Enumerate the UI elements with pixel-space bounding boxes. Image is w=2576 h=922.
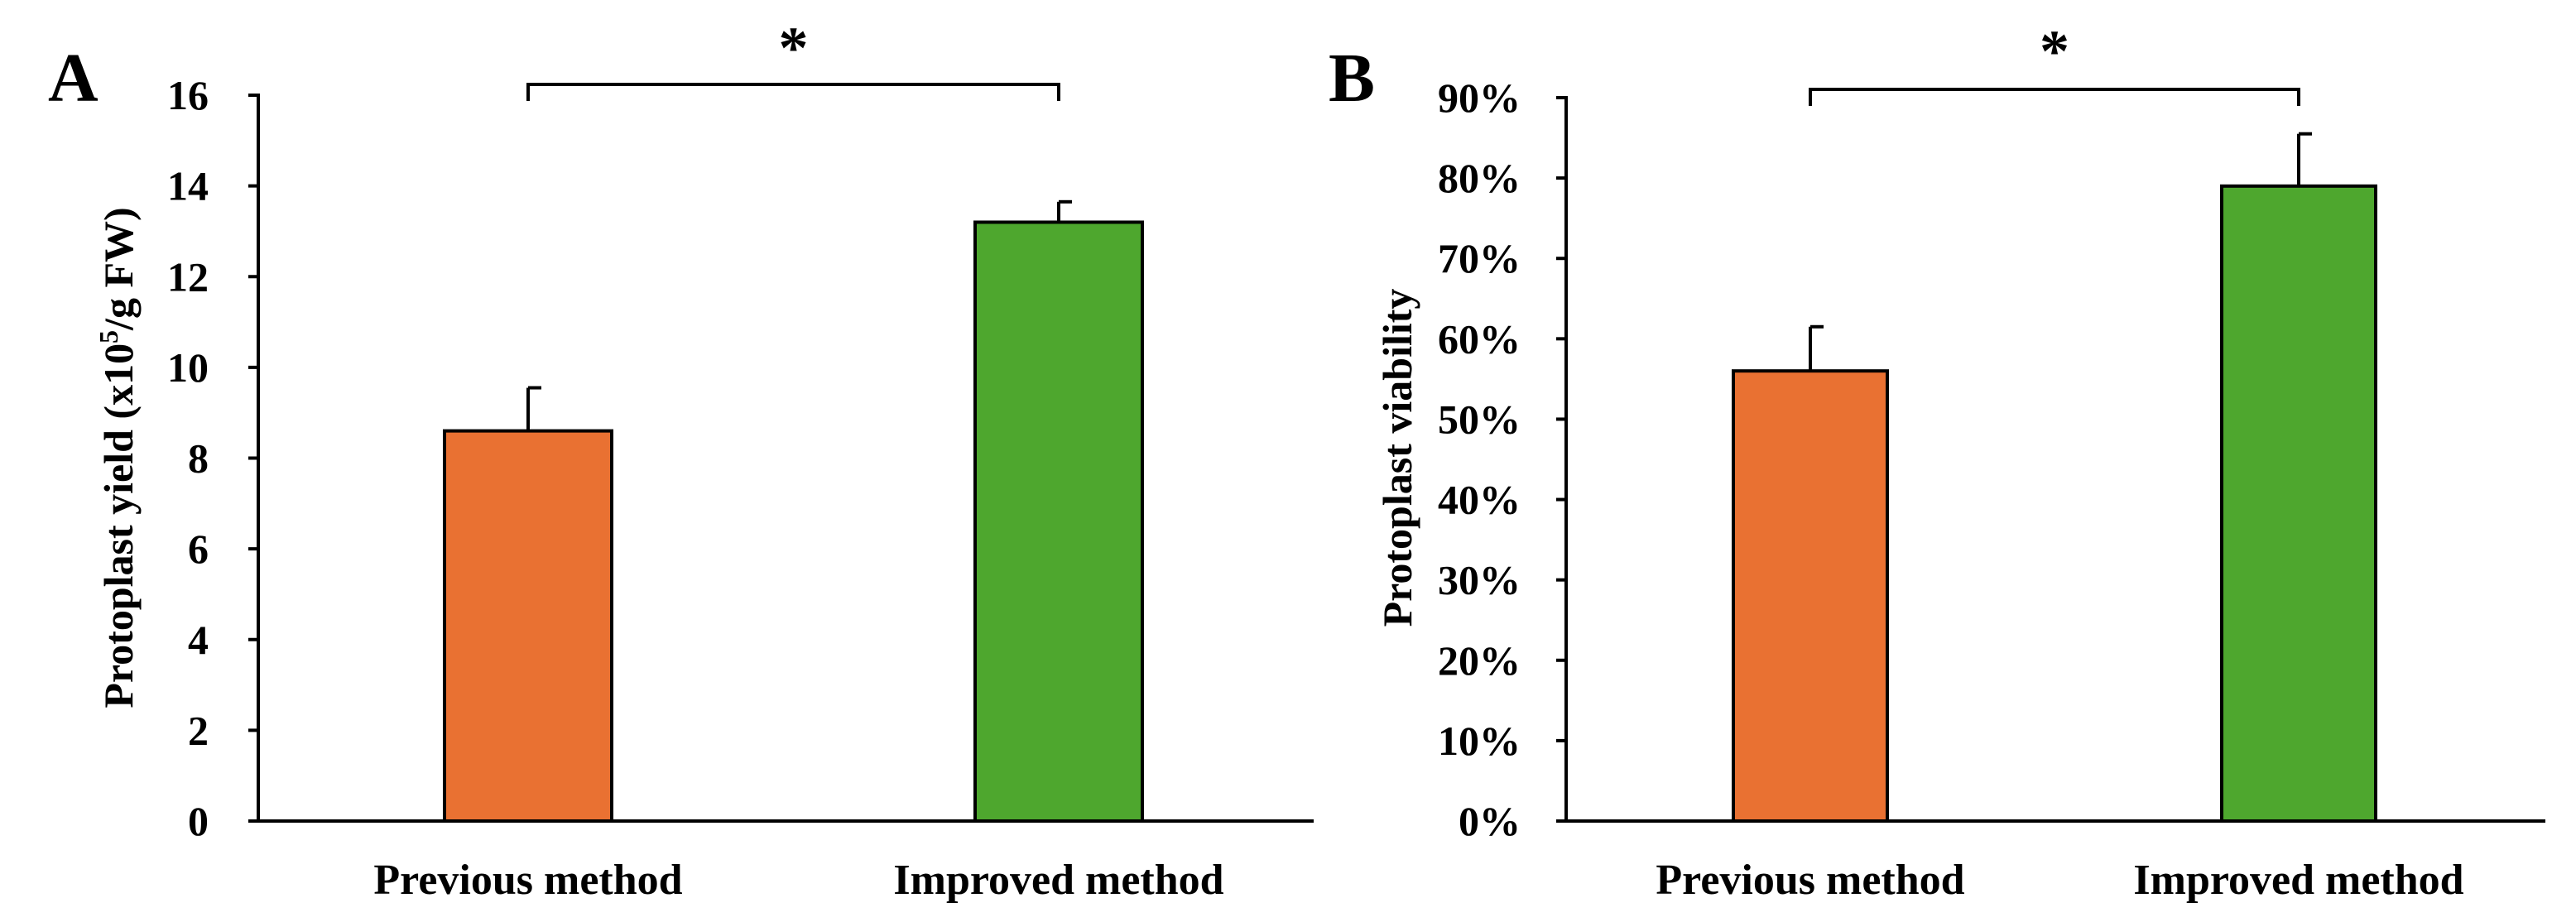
bar bbox=[443, 429, 613, 823]
y-axis-title-superscript: 5 bbox=[94, 330, 123, 343]
axes bbox=[1556, 96, 2545, 823]
y-tick-label: 50% bbox=[1438, 396, 1521, 442]
panel-letter-a: A bbox=[48, 40, 99, 117]
y-tick-label: 4 bbox=[188, 617, 209, 663]
y-axis-title: Protoplast yield (x105/g FW) bbox=[94, 207, 142, 708]
significance-bracket: * bbox=[1809, 18, 2300, 106]
x-axis-labels: Previous method Improved method bbox=[1656, 857, 2463, 904]
y-tick-label: 10% bbox=[1438, 718, 1521, 764]
bar bbox=[973, 220, 1144, 824]
y-tick-label: 20% bbox=[1438, 637, 1521, 684]
y-axis-ticks: 0 2 4 6 8 10 12 14 16 bbox=[167, 72, 258, 844]
y-tick-label: 0 bbox=[188, 798, 209, 844]
y-tick-label: 70% bbox=[1438, 235, 1521, 281]
y-tick-label: 60% bbox=[1438, 315, 1521, 362]
y-tick-label: 0% bbox=[1459, 798, 1521, 844]
x-category-label: Improved method bbox=[893, 857, 1223, 904]
panel-a: A Protoplast yield (x105/g FW) 0 2 4 6 8 10 12… bbox=[48, 15, 1314, 904]
y-tick-label: 2 bbox=[188, 707, 209, 753]
y-tick-label: 8 bbox=[188, 435, 209, 482]
x-axis-labels: Previous method Improved method bbox=[373, 857, 1223, 904]
y-tick-label: 16 bbox=[167, 72, 209, 118]
x-category-label: Improved method bbox=[2133, 857, 2463, 904]
y-tick-label: 90% bbox=[1438, 74, 1521, 121]
significance-line bbox=[526, 83, 1060, 101]
y-tick-label: 14 bbox=[167, 163, 209, 209]
bar bbox=[1732, 369, 1889, 823]
y-tick-label: 40% bbox=[1438, 477, 1521, 523]
x-category-label: Previous method bbox=[1656, 857, 1964, 904]
x-category-label: Previous method bbox=[373, 857, 682, 904]
y-axis-title-text: Protoplast viability bbox=[1374, 289, 1420, 627]
bar bbox=[2220, 184, 2377, 824]
y-axis-title-text: Protoplast yield (x105/g FW) bbox=[94, 207, 142, 708]
y-axis-title-part: /g FW) bbox=[95, 207, 142, 331]
panel-letter-b: B bbox=[1329, 40, 1375, 117]
y-tick-label: 12 bbox=[167, 253, 209, 300]
significance-star: * bbox=[779, 15, 809, 81]
y-axis-title-part: Protoplast yield (x10 bbox=[95, 343, 142, 708]
significance-line bbox=[1809, 88, 2300, 106]
axes bbox=[248, 94, 1314, 823]
y-tick-label: 6 bbox=[188, 526, 209, 572]
y-tick-label: 10 bbox=[167, 344, 209, 391]
bars bbox=[1732, 132, 2377, 824]
significance-star: * bbox=[2040, 18, 2069, 84]
panel-b: B Protoplast viability 0% 10% 20% 30% 40% 50%… bbox=[1329, 18, 2545, 904]
y-tick-label: 80% bbox=[1438, 155, 1521, 201]
bars bbox=[443, 199, 1144, 824]
y-axis-ticks: 0% 10% 20% 30% 40% 50% 60% 70% 80% 90% bbox=[1438, 74, 1566, 844]
y-axis-title: Protoplast viability bbox=[1374, 289, 1420, 627]
y-tick-label: 30% bbox=[1438, 557, 1521, 603]
significance-bracket: * bbox=[526, 15, 1060, 101]
